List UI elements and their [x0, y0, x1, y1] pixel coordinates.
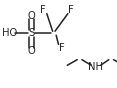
- Text: HO: HO: [2, 28, 17, 38]
- Text: O: O: [28, 46, 35, 56]
- Text: F: F: [59, 43, 65, 53]
- Text: F: F: [40, 5, 46, 15]
- Text: O: O: [28, 11, 35, 21]
- Text: S: S: [28, 28, 35, 38]
- Text: F: F: [68, 5, 74, 15]
- Text: NH: NH: [88, 62, 103, 72]
